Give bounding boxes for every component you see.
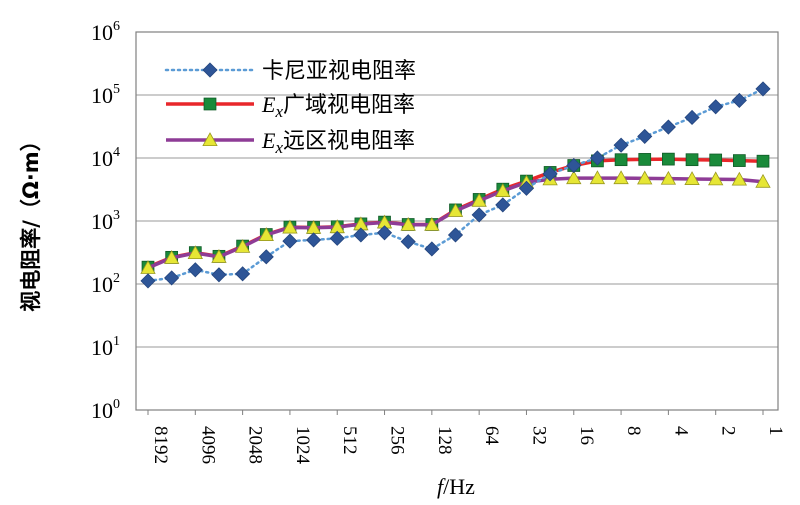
data-point — [234, 238, 251, 253]
data-point — [282, 219, 298, 234]
legend-label: 卡尼亚视电阻率 — [262, 59, 416, 84]
data-point — [163, 250, 180, 264]
y-tick-label: 101 — [91, 334, 120, 360]
series-2 — [140, 170, 771, 274]
data-point — [613, 137, 629, 153]
x-tick-label: 1 — [765, 426, 786, 436]
y-tick-label: 103 — [91, 208, 120, 234]
data-point — [638, 153, 652, 166]
series-line — [147, 176, 764, 270]
data-point — [708, 99, 724, 115]
data-point — [684, 109, 700, 126]
data-point — [732, 154, 746, 167]
data-point — [424, 241, 440, 257]
data-point — [187, 262, 203, 278]
data-point — [187, 245, 203, 260]
data-point — [235, 266, 251, 282]
x-tick-label: 4096 — [197, 426, 218, 464]
data-point — [329, 230, 345, 246]
data-point — [589, 170, 606, 185]
y-tick-label: 105 — [91, 82, 120, 108]
legend-label: Ex远区视电阻率 — [261, 128, 415, 157]
x-tick-label: 256 — [387, 426, 408, 455]
data-point — [518, 180, 535, 196]
legend-label: Ex广域视电阻率 — [261, 92, 415, 121]
x-tick-label: 16 — [576, 426, 597, 445]
data-point — [637, 128, 653, 144]
data-point — [709, 153, 723, 167]
data-point — [471, 207, 487, 223]
data-point — [685, 153, 699, 167]
data-point — [660, 119, 676, 135]
data-point — [471, 192, 487, 207]
x-tick-label: 1024 — [292, 426, 313, 465]
x-axis-label: f/Hz — [437, 474, 475, 499]
y-tick-label: 104 — [91, 145, 120, 171]
data-point — [211, 267, 227, 283]
data-point — [589, 150, 605, 166]
y-axis-label: 视电阻率/（Ω·m） — [19, 130, 43, 311]
data-point — [282, 233, 298, 249]
data-point — [708, 171, 724, 186]
data-point — [731, 171, 748, 186]
data-point — [447, 203, 464, 217]
y-axis-ticks: 100 101 102 103 104 105 106 — [91, 19, 120, 423]
data-point — [306, 232, 322, 248]
data-point — [756, 154, 770, 168]
x-axis-ticks: 8192 4096 2048 1024 512 256 128 64 32 16 8 4 2 1 — [147, 410, 786, 465]
gridlines — [136, 94, 778, 348]
y-tick-label: 102 — [91, 271, 120, 297]
data-point — [447, 227, 464, 243]
data-point — [258, 227, 274, 241]
x-tick-label: 128 — [434, 426, 455, 455]
plot-area — [135, 31, 779, 411]
data-point — [637, 170, 653, 185]
x-tick-label: 8192 — [150, 426, 171, 464]
data-point — [353, 227, 369, 243]
data-point — [376, 225, 393, 241]
data-point — [400, 234, 416, 250]
data-point — [400, 216, 416, 231]
data-point — [755, 173, 771, 188]
x-tick-label: 2 — [718, 426, 739, 436]
data-point — [542, 166, 558, 182]
data-point — [755, 81, 771, 97]
series-0 — [140, 81, 771, 289]
data-point — [164, 270, 180, 286]
data-point — [566, 170, 582, 185]
data-point — [613, 170, 629, 185]
data-point — [495, 183, 511, 197]
data-point — [211, 249, 227, 263]
legend-marker — [202, 62, 218, 78]
y-tick-label: 106 — [91, 19, 120, 45]
series-group — [140, 81, 771, 289]
legend-marker — [202, 132, 218, 147]
y-tick-label: 100 — [91, 397, 120, 423]
legend: 卡尼亚视电阻率 Ex广域视电阻率 Ex远区视电阻率 — [164, 59, 416, 157]
x-tick-label: 32 — [528, 426, 549, 445]
data-point — [614, 153, 628, 167]
data-point — [258, 249, 274, 265]
data-point — [731, 92, 747, 108]
data-point — [660, 170, 677, 185]
data-point — [495, 197, 511, 213]
data-point — [140, 273, 156, 289]
x-tick-label: 64 — [481, 426, 502, 446]
x-tick-label: 4 — [670, 426, 691, 436]
data-point — [424, 216, 440, 231]
data-point — [684, 171, 700, 185]
x-tick-label: 2048 — [245, 426, 266, 464]
data-point — [662, 152, 675, 166]
x-tick-label: 8 — [623, 426, 644, 436]
data-point — [566, 157, 582, 174]
legend-marker — [203, 97, 217, 111]
x-tick-label: 512 — [339, 426, 360, 455]
